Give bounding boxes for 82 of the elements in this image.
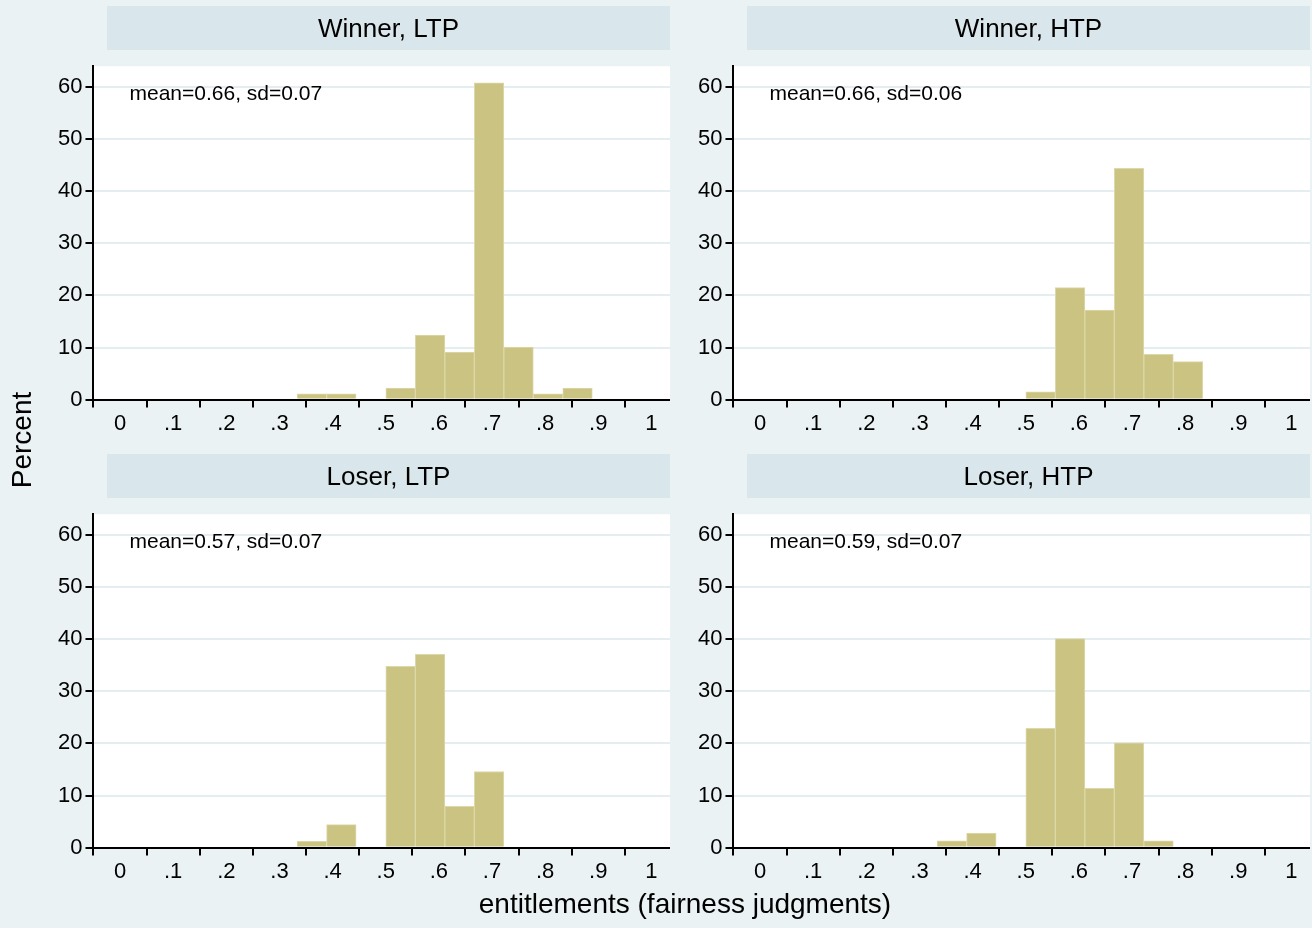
x-tick-label: .6: [1069, 409, 1089, 435]
y-tick-label: 50: [57, 125, 83, 151]
x-tick-label: .9: [1229, 857, 1248, 883]
y-tick-label: 10: [697, 333, 723, 359]
x-tick-label: .5: [376, 409, 395, 435]
x-tick-label: .6: [429, 409, 449, 435]
y-tick-label: 20: [57, 281, 83, 307]
x-tick-label: .9: [589, 409, 608, 435]
x-tick-label: .7: [1122, 409, 1142, 435]
x-tick-label: .1: [804, 857, 823, 883]
x-tick-label: .2: [217, 857, 236, 883]
y-tick-label: 10: [57, 781, 83, 807]
y-tick-label: 60: [57, 73, 83, 99]
y-tick-label: 50: [57, 573, 83, 599]
x-tick-label: .6: [429, 857, 449, 883]
annotation: mean=0.57, sd=0.07: [129, 529, 323, 553]
x-tick-label: .1: [804, 409, 823, 435]
x-tick-label: .7: [482, 857, 502, 883]
y-tick-label: 60: [697, 521, 723, 547]
x-tick-label: 1: [1285, 857, 1298, 883]
x-tick-label: 0: [753, 857, 767, 883]
annotation: mean=0.66, sd=0.06: [769, 81, 963, 105]
x-tick-label: 1: [645, 409, 658, 435]
x-axis-title: entitlements (fairness judgments): [477, 888, 893, 920]
x-tick-label: 1: [1285, 409, 1298, 435]
x-tick-label: .4: [323, 857, 342, 883]
x-tick-label: .7: [482, 409, 502, 435]
x-tick-label: .8: [1175, 857, 1195, 883]
x-tick-label: .9: [589, 857, 608, 883]
x-tick-label: .4: [323, 409, 342, 435]
y-tick-label: 10: [57, 333, 83, 359]
chart-title: Winner, LTP: [107, 6, 670, 50]
annotation: mean=0.66, sd=0.07: [129, 81, 323, 105]
x-tick-label: .4: [963, 857, 982, 883]
y-tick-label: 40: [57, 625, 83, 651]
y-tick-label: 40: [697, 177, 723, 203]
y-tick-label: 50: [697, 573, 723, 599]
x-tick-label: .5: [1016, 857, 1035, 883]
chart-title: Loser, HTP: [747, 454, 1310, 498]
x-tick-label: .8: [535, 409, 555, 435]
annotation: mean=0.59, sd=0.07: [769, 529, 963, 553]
chart-title: Loser, LTP: [107, 454, 670, 498]
x-tick-label: .8: [535, 857, 555, 883]
y-axis-title: Percent: [6, 391, 38, 489]
y-tick-label: 0: [70, 385, 83, 411]
y-tick-label: 40: [57, 177, 83, 203]
x-tick-label: .5: [376, 857, 395, 883]
x-tick-label: .1: [164, 409, 183, 435]
y-tick-label: 0: [70, 833, 83, 859]
y-tick-label: 40: [697, 625, 723, 651]
x-tick-label: .3: [910, 409, 929, 435]
y-tick-label: 20: [697, 729, 723, 755]
x-tick-label: .1: [164, 857, 183, 883]
x-tick-label: .3: [270, 409, 289, 435]
x-tick-label: .4: [963, 409, 982, 435]
y-tick-label: 20: [57, 729, 83, 755]
y-tick-label: 60: [697, 73, 723, 99]
x-tick-label: .7: [1122, 857, 1142, 883]
chart-title: Winner, HTP: [747, 6, 1310, 50]
x-tick-label: .5: [1016, 409, 1035, 435]
y-tick-label: 50: [697, 125, 723, 151]
x-tick-label: .2: [857, 857, 876, 883]
y-tick-label: 30: [697, 677, 723, 703]
x-tick-label: .6: [1069, 857, 1089, 883]
x-tick-label: .3: [910, 857, 929, 883]
x-tick-label: 1: [645, 857, 658, 883]
y-tick-label: 30: [57, 229, 83, 255]
x-tick-label: .2: [857, 409, 876, 435]
y-tick-label: 20: [697, 281, 723, 307]
x-tick-label: .9: [1229, 409, 1248, 435]
x-tick-label: .2: [217, 409, 236, 435]
y-tick-label: 60: [57, 521, 83, 547]
x-tick-label: .3: [270, 857, 289, 883]
y-tick-label: 10: [697, 781, 723, 807]
y-tick-label: 30: [57, 677, 83, 703]
y-tick-label: 0: [710, 833, 723, 859]
x-tick-label: 0: [753, 409, 767, 435]
y-tick-label: 0: [710, 385, 723, 411]
x-tick-label: .8: [1175, 409, 1195, 435]
y-tick-label: 30: [697, 229, 723, 255]
x-tick-label: 0: [113, 857, 127, 883]
x-tick-label: 0: [113, 409, 127, 435]
